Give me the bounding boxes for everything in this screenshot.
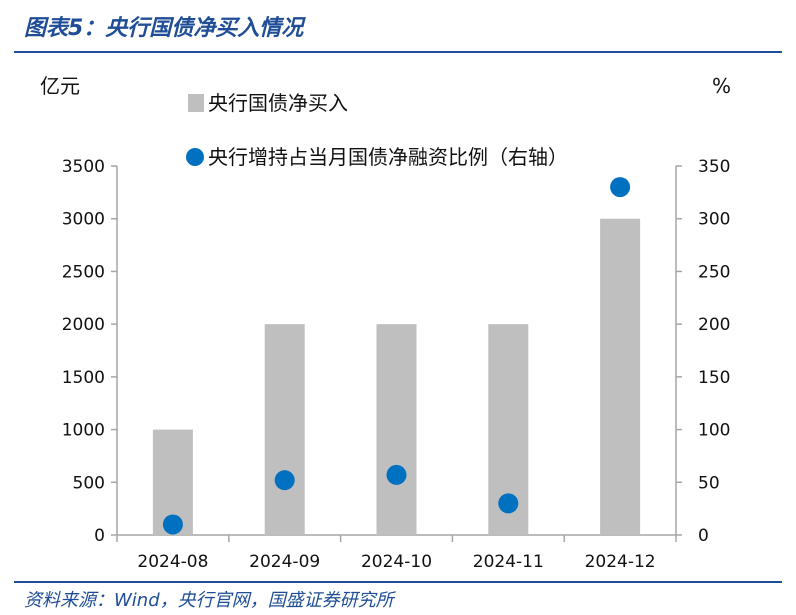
right-tick-label: 0 (698, 526, 709, 546)
left-axis-ticks: 0 500 1000 1500 2000 2500 3000 3500 (62, 157, 117, 546)
title-divider (14, 51, 782, 53)
x-tick-label: 2024-12 (585, 552, 656, 572)
left-tick-label: 0 (94, 526, 105, 546)
right-tick-label: 250 (698, 262, 730, 282)
left-tick-label: 3000 (62, 210, 105, 230)
scatter-series (162, 177, 631, 535)
x-tick-label: 2024-08 (137, 552, 208, 572)
left-tick-label: 2500 (62, 262, 105, 282)
source-divider (14, 581, 782, 583)
bar-2024-10 (376, 324, 417, 535)
right-axis-unit: % (712, 74, 731, 98)
right-tick-label: 100 (698, 421, 730, 441)
dot-2024-10 (386, 464, 407, 485)
left-tick-label: 1500 (62, 368, 105, 388)
figure-title: 图表5：央行国债净买入情况 (24, 16, 304, 41)
right-axis-ticks: 0 50 100 150 200 250 300 350 (676, 157, 730, 546)
left-tick-label: 1000 (62, 421, 105, 441)
bar-2024-09 (264, 324, 305, 535)
x-tick-label: 2024-09 (249, 552, 320, 572)
right-tick-label: 200 (698, 315, 730, 335)
dot-2024-12 (610, 177, 631, 198)
left-tick-label: 3500 (62, 157, 105, 177)
left-tick-label: 2000 (62, 315, 105, 335)
dot-2024-08 (162, 514, 183, 535)
legend-bar-swatch (188, 94, 204, 112)
right-tick-label: 300 (698, 210, 730, 230)
chart: 亿元 % 央行国债净买入 央行增持占当月国债净融资比例（右轴） 05001000… (40, 74, 731, 572)
legend-bar-label: 央行国债净买入 (208, 91, 348, 115)
x-axis-ticks: 2024-08 2024-09 2024-10 2024-11 2024-12 (116, 535, 677, 572)
right-tick-label: 150 (698, 368, 730, 388)
x-tick-label: 2024-10 (361, 552, 432, 572)
right-tick-label: 50 (698, 473, 720, 493)
source-note: 资料来源：Wind，央行官网，国盛证券研究所 (24, 590, 394, 611)
left-axis-unit: 亿元 (40, 74, 80, 98)
x-tick-label: 2024-11 (473, 552, 544, 572)
dot-2024-09 (274, 470, 295, 491)
legend-dot-label: 央行增持占当月国债净融资比例（右轴） (208, 145, 568, 169)
dot-2024-11 (498, 493, 519, 514)
bar-series (152, 218, 641, 535)
legend-dot-swatch (186, 148, 204, 166)
bar-2024-12 (600, 218, 641, 535)
right-tick-label: 350 (698, 157, 730, 177)
left-tick-label: 500 (73, 473, 105, 493)
